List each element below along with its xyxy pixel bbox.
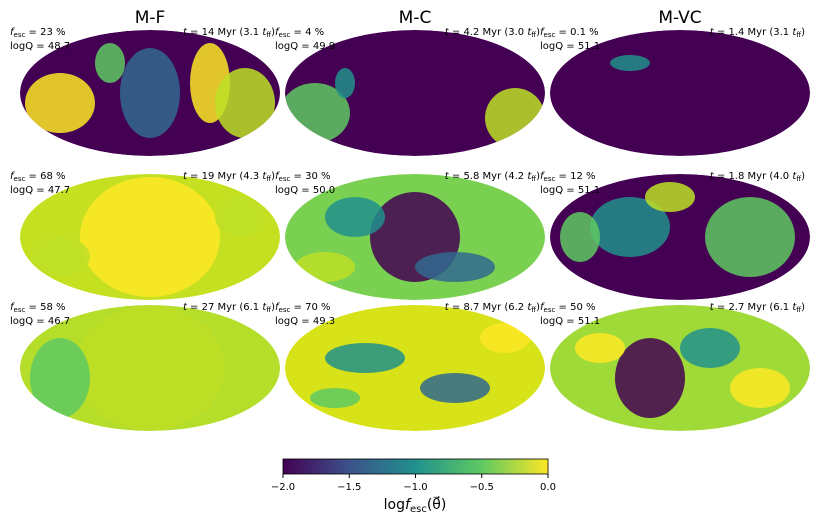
logq-label: logQ = 49.3 xyxy=(275,316,335,327)
fesc-label: fesc = 70 % xyxy=(275,302,331,314)
logq-label: logQ = 46.7 xyxy=(10,316,70,327)
column-title: M-VC xyxy=(658,8,701,28)
map-region xyxy=(215,68,275,138)
fesc-label: fesc = 68 % xyxy=(10,171,66,183)
sky-map xyxy=(20,305,280,431)
map-region xyxy=(95,43,125,83)
fesc-label: fesc = 0.1 % xyxy=(540,27,599,39)
sky-map xyxy=(550,305,810,431)
map-region xyxy=(680,328,740,368)
map-background xyxy=(285,30,545,156)
colorbar-label: logfesc(θ⃗) xyxy=(384,495,447,515)
map-region xyxy=(325,197,385,237)
map-region xyxy=(215,197,265,237)
sky-map xyxy=(285,174,545,300)
tick-label: 0.0 xyxy=(540,482,556,493)
map-region xyxy=(30,338,90,418)
time-label: t = 19 Myr (4.3 tff) xyxy=(183,171,275,183)
map-region xyxy=(590,197,670,257)
sky-map xyxy=(20,174,280,300)
logq-label: logQ = 51.1 xyxy=(540,316,600,327)
time-label: t = 1.4 Myr (3.1 tff) xyxy=(710,27,805,39)
map-region xyxy=(30,237,90,277)
map-region xyxy=(80,177,220,297)
time-label: t = 27 Myr (6.1 tff) xyxy=(183,302,275,314)
time-label: t = 8.7 Myr (6.2 tff) xyxy=(445,302,540,314)
map-region xyxy=(415,252,495,282)
map-region xyxy=(420,373,490,403)
map-region xyxy=(75,306,225,430)
tick-label: −1.5 xyxy=(337,482,361,493)
map-region xyxy=(295,252,355,282)
logq-label: logQ = 49.9 xyxy=(275,41,335,52)
sky-map xyxy=(550,174,810,300)
tick-label: −0.5 xyxy=(470,482,494,493)
time-label: t = 1.8 Myr (4.0 tff) xyxy=(710,171,805,183)
sky-map xyxy=(550,30,810,156)
fesc-label: fesc = 58 % xyxy=(10,302,66,314)
column-title: M-F xyxy=(135,8,166,28)
column-title: M-C xyxy=(399,8,432,28)
logq-label: logQ = 48.7 xyxy=(10,41,70,52)
map-region xyxy=(25,73,95,133)
map-region xyxy=(560,212,600,262)
map-region xyxy=(325,343,405,373)
logq-label: logQ = 51.1 xyxy=(540,41,600,52)
colorbar xyxy=(282,458,549,475)
map-region xyxy=(480,323,530,353)
map-region xyxy=(705,197,795,277)
time-label: t = 2.7 Myr (6.1 tff) xyxy=(710,302,805,314)
logq-label: logQ = 51.1 xyxy=(540,185,600,196)
logq-label: logQ = 50.0 xyxy=(275,185,335,196)
time-label: t = 4.2 Myr (3.0 tff) xyxy=(445,27,540,39)
tick-label: −2.0 xyxy=(271,482,295,493)
map-region xyxy=(645,182,695,212)
sky-map xyxy=(285,305,545,431)
map-region xyxy=(335,68,355,98)
map-region xyxy=(485,88,545,148)
fesc-label: fesc = 30 % xyxy=(275,171,331,183)
map-region xyxy=(575,333,625,363)
time-label: t = 5.8 Myr (4.2 tff) xyxy=(445,171,540,183)
map-region xyxy=(120,48,180,138)
map-region xyxy=(615,338,685,418)
map-region xyxy=(310,388,360,408)
sky-map xyxy=(20,30,280,156)
time-label: t = 14 Myr (3.1 tff) xyxy=(183,27,275,39)
tick-label: −1.0 xyxy=(403,482,427,493)
fesc-label: fesc = 50 % xyxy=(540,302,596,314)
fesc-label: fesc = 4 % xyxy=(275,27,324,39)
fesc-label: fesc = 12 % xyxy=(540,171,596,183)
fesc-label: fesc = 23 % xyxy=(10,27,66,39)
logq-label: logQ = 47.7 xyxy=(10,185,70,196)
map-region xyxy=(610,55,650,71)
map-region xyxy=(730,368,790,408)
